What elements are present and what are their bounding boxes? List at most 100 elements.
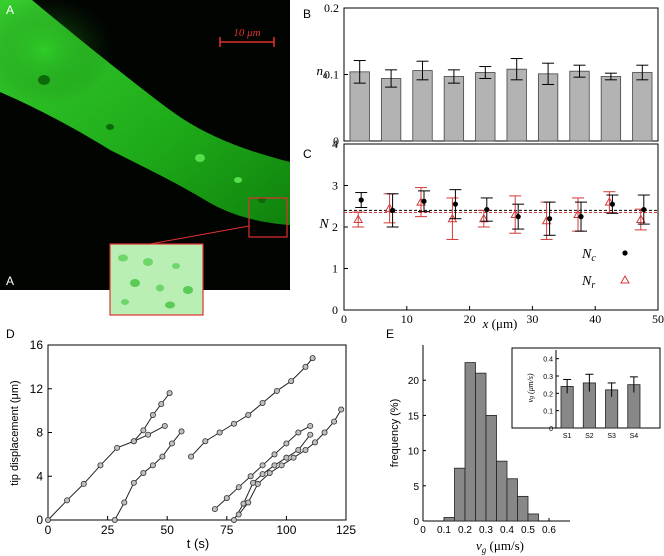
trace-point bbox=[254, 480, 261, 487]
trace-point bbox=[80, 480, 87, 487]
bar bbox=[475, 72, 496, 142]
point-nc bbox=[358, 197, 364, 203]
y-tick-label: 0 bbox=[413, 517, 419, 528]
x-tick-label: 100 bbox=[276, 523, 296, 537]
inset-x-tick-label: S2 bbox=[585, 433, 594, 440]
trace-point bbox=[149, 411, 156, 418]
trace-point bbox=[235, 484, 242, 491]
y-tick-label: 8 bbox=[36, 426, 43, 440]
point-nc bbox=[452, 201, 458, 207]
trace-point bbox=[271, 462, 278, 469]
point-nc bbox=[609, 201, 616, 207]
legend-nc-marker bbox=[622, 250, 628, 256]
trace-point bbox=[130, 479, 137, 486]
x-tick-label: 0.4 bbox=[500, 525, 514, 536]
trace-point bbox=[178, 428, 185, 435]
trace-point bbox=[202, 438, 209, 445]
trace-point bbox=[302, 363, 309, 370]
y-tick-label: 0 bbox=[332, 303, 338, 317]
x-axis-label: vg (μm/s) bbox=[476, 538, 524, 555]
x-tick-label: 0 bbox=[45, 523, 52, 537]
trace-point bbox=[245, 411, 252, 418]
x-tick-label: 40 bbox=[589, 312, 601, 326]
trace-point bbox=[331, 418, 338, 425]
panel-label-b: B bbox=[303, 7, 311, 21]
x-tick-label: 75 bbox=[220, 523, 234, 537]
trace-point bbox=[283, 440, 290, 447]
x-tick-label: 30 bbox=[526, 312, 538, 326]
trace-point bbox=[161, 422, 168, 429]
x-axis-label: t (s) bbox=[187, 536, 209, 551]
x-tick-label: 10 bbox=[401, 312, 413, 326]
x-tick-label: 20 bbox=[464, 312, 476, 326]
panel-label-a-bottom: A bbox=[6, 274, 14, 288]
x-tick-label: 50 bbox=[161, 523, 175, 537]
histogram-bar bbox=[485, 414, 497, 522]
histogram-bar bbox=[527, 513, 539, 522]
trace-line bbox=[190, 357, 314, 457]
trace-point bbox=[230, 420, 237, 427]
scale-bar-label: 10 μm bbox=[233, 27, 260, 39]
point-nc bbox=[390, 207, 396, 213]
trace-point bbox=[211, 506, 218, 513]
histogram-bar bbox=[454, 467, 466, 522]
trace-point bbox=[97, 462, 104, 469]
point-nr bbox=[478, 213, 489, 223]
legend-nr-marker bbox=[620, 274, 630, 284]
histogram-bar bbox=[475, 372, 487, 522]
trace-point bbox=[223, 495, 230, 502]
point-nr bbox=[604, 197, 615, 206]
bar bbox=[412, 70, 433, 142]
y-tick-label: 4 bbox=[36, 469, 43, 483]
bar bbox=[600, 76, 622, 142]
vesicle bbox=[106, 124, 114, 130]
x-tick-label: 0 bbox=[341, 312, 347, 326]
panel-e-chart: 0 5 10 15 20 0 0.1 0.2 0.3 0.4 0.5 0.6 frequency (%… bbox=[389, 345, 661, 555]
histogram-bar bbox=[496, 460, 508, 522]
panel-d-chart: 0 4 8 12 16 0 25 50 75 100 125 t (s) tip displacem… bbox=[9, 338, 356, 551]
inset-y-tick-label: 0.2 bbox=[543, 391, 553, 398]
trace-point bbox=[250, 479, 257, 486]
inset-x-tick-label: S1 bbox=[563, 433, 572, 440]
trace-point bbox=[247, 473, 254, 480]
trace-point bbox=[295, 429, 302, 436]
y-tick-label: 12 bbox=[30, 382, 44, 396]
panel-label-d: D bbox=[6, 327, 15, 341]
panel-label-a: A bbox=[6, 3, 14, 17]
inset-y-axis-label: vg (μm/s) bbox=[526, 373, 535, 402]
point-nc bbox=[421, 198, 427, 204]
x-tick-label: 0.2 bbox=[458, 525, 472, 536]
point-nc bbox=[515, 214, 521, 220]
trace-point bbox=[216, 429, 223, 436]
y-tick-label: 10 bbox=[408, 447, 420, 458]
zoom-inset-puncta bbox=[118, 254, 193, 309]
trace-point bbox=[168, 440, 175, 447]
trace-point bbox=[307, 422, 314, 429]
point-nr bbox=[353, 214, 364, 224]
point-nr bbox=[635, 214, 646, 224]
trace-point bbox=[266, 469, 273, 476]
bar bbox=[632, 72, 653, 142]
inset-y-tick-label: 0.3 bbox=[543, 374, 553, 381]
x-tick-label: 25 bbox=[101, 523, 115, 537]
inset-y-tick-label: 0 bbox=[549, 426, 553, 433]
point-nr bbox=[573, 209, 583, 219]
cell-body-glow bbox=[0, 0, 115, 105]
trace-point bbox=[295, 446, 302, 453]
vesicle bbox=[234, 177, 242, 183]
x-tick-label: 50 bbox=[652, 312, 664, 326]
x-axis-label: x (μm) bbox=[482, 316, 518, 331]
trace-point bbox=[240, 500, 247, 507]
trace-point bbox=[259, 471, 266, 478]
y-tick-label: 0.1 bbox=[324, 68, 339, 82]
inset-y-tick-label: 0.4 bbox=[543, 357, 553, 364]
x-tick-label: 0.6 bbox=[542, 525, 556, 536]
trace-point bbox=[283, 454, 290, 461]
y-tick-label: 0 bbox=[333, 134, 339, 148]
y-axis-label: frequency (%) bbox=[389, 399, 401, 467]
trace-point bbox=[312, 439, 319, 446]
x-tick-label: 0 bbox=[420, 525, 426, 536]
y-axis-label: tip displacement (μm) bbox=[9, 380, 21, 485]
